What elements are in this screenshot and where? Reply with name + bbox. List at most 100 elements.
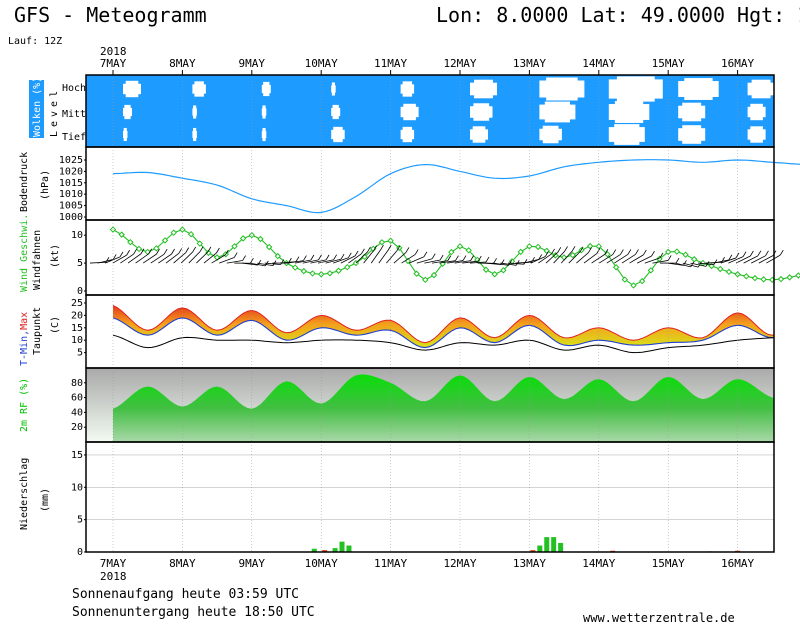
- wind-barb-flag: [361, 248, 365, 255]
- wind-barb-flag: [596, 248, 601, 254]
- wind-marker: [586, 242, 594, 250]
- wind-barb-flag: [470, 255, 474, 261]
- wind-barb-flag: [347, 252, 352, 258]
- dewpoint-line: [112, 334, 774, 354]
- wind-tick-label: 5: [77, 258, 83, 269]
- cloud-gap: [262, 127, 266, 142]
- wind-barb-flag: [500, 259, 505, 265]
- precip-bar: [537, 545, 543, 552]
- temp-tick-label: 25: [71, 298, 83, 309]
- pressure-line: [112, 159, 800, 214]
- day-label-bottom: 14MAY: [582, 557, 615, 570]
- wind-barb-flag: [423, 251, 428, 257]
- wind-barb: [120, 253, 134, 264]
- wind-marker: [430, 271, 438, 279]
- wind-barb: [355, 251, 368, 264]
- day-label-bottom: 7MAY: [100, 557, 127, 570]
- wind-barb-flag: [140, 248, 145, 254]
- year-bottom: 2018: [100, 570, 127, 583]
- wind-barb-flag: [713, 259, 718, 265]
- wind-marker: [161, 237, 169, 244]
- cloud-gap: [682, 125, 702, 144]
- wind-barb-flag: [493, 258, 497, 264]
- wind-marker: [699, 259, 707, 267]
- wind-marker: [231, 243, 238, 250]
- clouds-axis-label: Wolken (%): [32, 77, 43, 137]
- wind-barb: [142, 253, 157, 264]
- wind-marker: [196, 240, 203, 247]
- wind-marker: [205, 249, 212, 257]
- wind-barb: [393, 252, 407, 264]
- wind-marker: [291, 264, 299, 271]
- wind-barb: [348, 253, 362, 264]
- wind-barb-flag: [579, 246, 584, 252]
- wind-barb: [538, 253, 552, 264]
- wind-barb: [370, 249, 381, 264]
- wind-barb: [340, 255, 356, 264]
- wind-marker: [691, 256, 698, 263]
- wind-marker: [335, 267, 342, 274]
- wind-barb-flag: [242, 255, 246, 261]
- wind-barb: [614, 254, 629, 264]
- wind-barb: [568, 251, 581, 264]
- cloud-gaps: [123, 76, 774, 145]
- wind-barb: [553, 251, 565, 264]
- precip-bar: [322, 550, 328, 552]
- clouds-level-label: Level: [49, 87, 60, 137]
- wind-barb: [211, 254, 226, 264]
- wind-marker: [456, 243, 464, 250]
- wind-marker: [743, 273, 750, 280]
- wind-barb: [409, 256, 425, 264]
- wind-marker: [135, 245, 143, 253]
- wind-barb-flag: [447, 255, 452, 261]
- cloud-gap: [263, 81, 270, 97]
- wind-barb: [325, 258, 342, 264]
- wind-marker: [777, 275, 785, 283]
- wind-marker: [352, 259, 360, 267]
- precip-bar: [339, 541, 345, 552]
- wind-marker: [274, 252, 282, 260]
- wind-barb: [416, 258, 433, 264]
- pressure-labels: Bodendruck (hPa): [19, 152, 51, 212]
- wind-marker: [526, 243, 533, 250]
- wind-barb: [507, 262, 524, 265]
- cloud-gap: [474, 79, 493, 99]
- wind-marker: [630, 282, 637, 289]
- wind-marker: [127, 238, 134, 246]
- cloud-gap: [614, 124, 640, 145]
- rh-labels: 2m RF (%): [19, 378, 30, 432]
- wind-marker: [300, 267, 308, 275]
- wind-barb-flag: [216, 247, 220, 254]
- wind-barb: [454, 260, 471, 264]
- wind-marker: [647, 267, 655, 274]
- pressure-tick-label: 1020: [59, 166, 83, 177]
- wind-marker: [491, 271, 498, 278]
- wind-barb: [713, 259, 729, 264]
- wind-barb: [644, 257, 661, 264]
- wind-barb-flag: [171, 248, 175, 255]
- temp-labels: T-Min,Max Taupunkt (C): [19, 307, 61, 366]
- wind-barb: [401, 254, 416, 264]
- wind-marker: [439, 260, 446, 267]
- wind-barb-flag: [757, 250, 762, 257]
- wind-barb-flag: [387, 244, 392, 251]
- wind-panel: [85, 219, 775, 296]
- wind-barb: [135, 253, 149, 264]
- wind-barb-flag: [651, 250, 655, 257]
- precip-bar: [346, 545, 352, 552]
- wind-marker: [621, 276, 629, 283]
- wind-barb: [500, 262, 517, 266]
- wind-barb: [591, 253, 606, 264]
- wind-barb: [378, 249, 389, 264]
- wind-marker: [413, 270, 420, 277]
- wind-speed-label: Wind Geschwi.: [19, 214, 30, 292]
- day-label-bottom: 13MAY: [513, 557, 546, 570]
- cloud-gap: [614, 101, 644, 123]
- wind-barb: [682, 262, 699, 268]
- wind-barb-flag: [396, 245, 401, 252]
- wind-barb-flag: [571, 246, 576, 252]
- wind-barb: [112, 254, 127, 264]
- temp-min-line: [112, 317, 774, 349]
- wind-marker: [543, 247, 550, 255]
- cloud-level-low: Tief: [62, 132, 86, 143]
